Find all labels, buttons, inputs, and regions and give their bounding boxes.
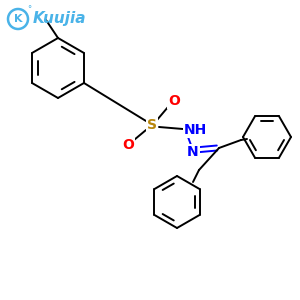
Text: S: S [147, 118, 157, 132]
Text: O: O [168, 94, 180, 108]
Text: NH: NH [184, 123, 207, 137]
Text: O: O [122, 138, 134, 152]
Text: K: K [14, 14, 22, 24]
Text: °: ° [27, 5, 31, 14]
Text: N: N [187, 145, 199, 159]
Text: Kuujia: Kuujia [33, 11, 86, 26]
